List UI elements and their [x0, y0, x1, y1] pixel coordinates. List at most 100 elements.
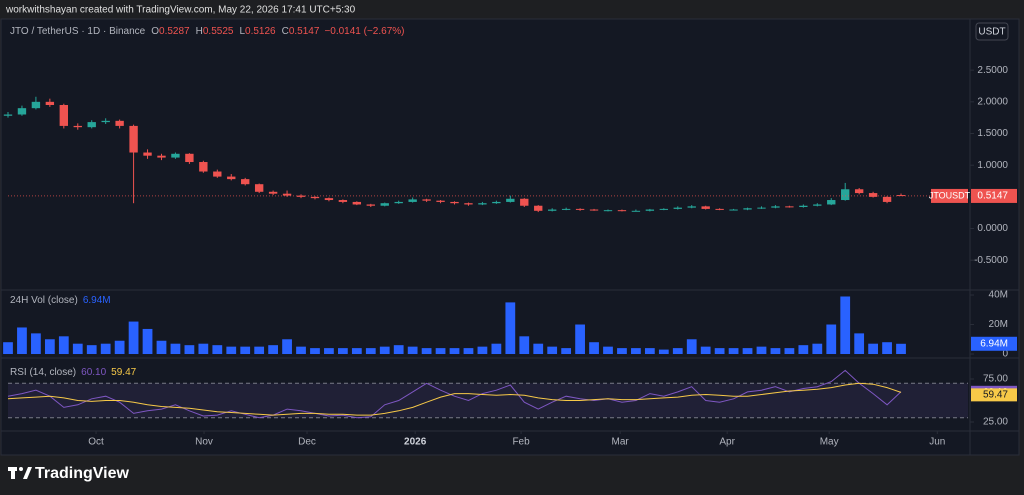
volume-bar: [268, 345, 278, 355]
volume-bar: [700, 346, 711, 355]
legend: 24H Vol (close) 6.94M: [10, 295, 111, 306]
rsi-line: [7, 369, 902, 419]
volume-bar: [393, 345, 404, 355]
volume-bar: [686, 339, 697, 355]
candle-body: [157, 155, 166, 158]
candle-body: [645, 209, 655, 211]
volume-bar: [672, 348, 683, 355]
volume-bar: [435, 348, 446, 355]
candle-body: [450, 201, 459, 204]
x-tick-label: Nov: [195, 437, 213, 448]
candle-body: [659, 208, 668, 210]
volume-bar: [812, 343, 823, 355]
volume-bar: [100, 343, 111, 355]
candle-body: [729, 209, 738, 211]
volume-bar: [714, 348, 725, 355]
volume-bar: [491, 343, 502, 355]
volume-bar: [631, 348, 641, 355]
volume-bar: [477, 346, 488, 355]
candle-body: [799, 205, 808, 208]
volume-bar: [212, 345, 223, 355]
volume-bar: [742, 348, 753, 355]
value-tag-label: 59.47: [983, 390, 1008, 401]
candle-body: [338, 200, 348, 202]
candle-body: [589, 209, 599, 211]
candle-body: [87, 122, 96, 128]
ohlc-value: 0.5525: [203, 26, 234, 37]
x-tick-label: 2026: [404, 437, 427, 448]
legend-value: 6.94M: [83, 295, 111, 306]
legend-value: 59.47: [111, 367, 136, 378]
candle-body: [241, 179, 250, 185]
candle-body: [631, 210, 641, 212]
candle-body: [394, 201, 403, 204]
ohlc-label: L: [239, 26, 245, 37]
volume-bar: [58, 336, 69, 355]
candle-body: [310, 196, 320, 199]
y-tick-label: 2.0000: [977, 96, 1008, 107]
volume-bar: [240, 346, 251, 355]
candle-body: [213, 171, 222, 177]
legend: RSI (14, close) 60.10 59.47: [10, 367, 137, 378]
legend-title: RSI (14, close): [10, 367, 76, 378]
volume-bar: [603, 346, 613, 355]
volume-bar: [840, 296, 851, 355]
ohlc-label: C: [282, 26, 289, 37]
candle-body: [868, 193, 878, 197]
volume-bar: [379, 346, 390, 355]
volume-bar: [826, 324, 837, 355]
x-tick-label: Apr: [719, 437, 735, 448]
candle-body: [59, 104, 68, 126]
price-label: 0.5147: [977, 191, 1008, 202]
volume-bar: [547, 346, 558, 355]
logo-mark: [19, 467, 23, 471]
candle-body: [603, 210, 613, 212]
candle-body: [757, 207, 766, 209]
volume-bar: [170, 343, 181, 355]
candle-body: [575, 208, 585, 210]
legend-title: JTO / TetherUS · 1D · Binance: [10, 26, 146, 37]
volume-bar: [296, 346, 306, 355]
x-tick-label: Dec: [298, 437, 316, 448]
volume-bar: [310, 348, 320, 355]
chart-area: [0, 18, 1020, 456]
currency-box[interactable]: [975, 22, 1009, 41]
volume-bar: [575, 324, 585, 355]
candle-body: [352, 201, 362, 205]
y-tick-label: 40M: [989, 290, 1008, 301]
volume-bar: [658, 349, 669, 355]
volume-bar: [519, 336, 530, 355]
volume-bar: [338, 348, 348, 355]
volume-bar: [156, 340, 167, 355]
candle-body: [561, 208, 571, 210]
candle-body: [366, 204, 375, 206]
x-tick-label: May: [820, 437, 839, 448]
candle-body: [771, 206, 780, 208]
candle-body: [506, 198, 515, 202]
candle-body: [3, 114, 13, 116]
candle-body: [227, 176, 236, 180]
x-tick-label: Mar: [612, 437, 630, 448]
volume-bar: [728, 348, 739, 355]
ohlc-label: H: [196, 26, 203, 37]
y-tick-label: 2.5000: [977, 65, 1008, 76]
volume-bar: [324, 348, 334, 355]
candle-body: [115, 120, 124, 126]
candle-body: [185, 153, 194, 163]
volume-bar: [226, 346, 237, 355]
candle-body: [129, 125, 138, 153]
volume-bar: [533, 343, 544, 355]
candle-body: [380, 203, 389, 206]
volume-bar: [86, 345, 97, 355]
candle-body: [143, 152, 152, 156]
volume-bar: [463, 348, 474, 355]
y-tick-label: 25.00: [983, 417, 1008, 428]
volume-bar: [365, 348, 376, 355]
credit: workwithshayan created with TradingView.…: [5, 5, 356, 16]
volume-bar: [505, 302, 516, 355]
currency[interactable]: USDT: [978, 27, 1005, 38]
volume-bar: [896, 343, 906, 355]
rsi-line: [7, 382, 902, 416]
